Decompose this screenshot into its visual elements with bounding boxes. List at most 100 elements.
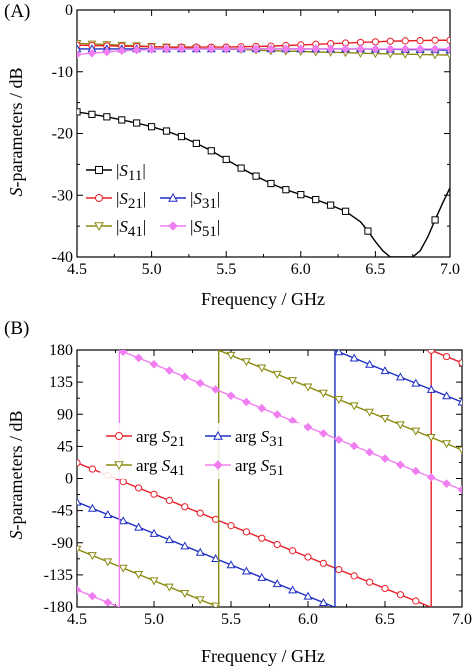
panel-b-point-s41 — [272, 370, 282, 379]
panel-b-y-tick-label: -135 — [44, 567, 73, 584]
panel-a-y-tick-label: -20 — [52, 126, 73, 143]
panel-a-point-s11 — [177, 132, 186, 141]
panel-b-point-s21 — [396, 591, 404, 599]
panel-b-point-s31 — [87, 503, 97, 512]
panel-b-point-s21 — [77, 459, 81, 467]
panel-a-point-s51 — [132, 45, 141, 55]
panel-a-point-s41 — [445, 51, 450, 60]
panel-b-point-s31 — [103, 509, 113, 519]
panel-b-legend-item-s21: arg S21 — [106, 427, 185, 450]
panel-a-point-s21 — [446, 36, 450, 44]
panel-b-point-s21 — [227, 522, 235, 530]
panel-a-point-s11 — [341, 207, 350, 215]
panel-b-point-s21 — [289, 547, 297, 555]
panel-b-point-s31 — [226, 560, 236, 569]
panel-b-point-s31 — [272, 579, 282, 588]
panel-a-point-s11 — [103, 113, 111, 121]
panel-a-point-s11 — [431, 216, 439, 224]
panel-b-legend-label: arg S21 — [136, 427, 185, 450]
panel-b-point-s51 — [442, 479, 451, 488]
panel-b-legend-item-s41: arg S41 — [106, 456, 185, 479]
panel-a-plot-area: 4.5 5.0 5.5 6.0 6.5 7.0 -40 -30 -20 -10 0 |S11| |S21… — [52, 2, 460, 278]
panel-b-point-s31 — [395, 372, 405, 381]
panel-b-point-s41 — [395, 421, 405, 430]
panel-b-legend-item-s31: arg S31 — [205, 427, 284, 450]
panel-a-legend: |S11| |S21| |S31| |S41| |S51| — [86, 161, 220, 240]
panel-b-point-s41 — [349, 402, 359, 411]
panel-b-point-s31 — [241, 566, 251, 575]
panel-b-point-s51 — [149, 359, 159, 369]
panel-a-point-s51 — [415, 44, 425, 54]
panel-a-point-s51 — [430, 44, 440, 54]
panel-b-y-axis-label-text: -parameters / dB — [6, 411, 26, 531]
panel-a-point-s51 — [192, 44, 201, 54]
panel-b-point-s51 — [257, 403, 267, 413]
panel-b-legend-label: arg S51 — [235, 456, 284, 479]
panel-a-point-s21 — [431, 36, 439, 44]
panel-a-point-s51 — [341, 44, 350, 54]
panel-a-point-s11 — [118, 116, 126, 124]
panel-b-point-s31 — [349, 353, 359, 362]
panel-a-point-s11 — [252, 172, 260, 180]
panel-b-point-s41 — [442, 440, 452, 449]
panel-b-point-s41 — [87, 552, 97, 561]
panel-a-series-group — [77, 36, 450, 257]
panel-b-legend-marker — [114, 461, 124, 471]
panel-b-point-s41 — [457, 446, 462, 455]
panel-b-point-s31 — [77, 497, 82, 506]
panel-b-point-s31 — [211, 553, 221, 562]
panel-b-point-s31 — [365, 359, 375, 368]
panel-b-label: (B) — [4, 318, 29, 339]
panel-b-point-s51 — [411, 466, 421, 476]
panel-b-point-s51 — [365, 447, 374, 457]
panel-b-point-s41 — [288, 377, 298, 386]
panel-a-point-s51 — [326, 44, 335, 54]
panel-a-point-s51 — [281, 44, 291, 54]
panel-a-legend-label: |S31| — [190, 189, 220, 212]
panel-b-legend-label: arg S41 — [136, 456, 185, 479]
panel-b-point-s51 — [426, 473, 436, 482]
panel-b-point-s31 — [180, 541, 190, 550]
panel-b-point-s21 — [350, 572, 358, 580]
panel-b-point-s21 — [135, 484, 143, 492]
panel-b-x-tick-label: 5.5 — [221, 611, 241, 628]
panel-b-point-s31 — [118, 516, 128, 525]
panel-a-x-tick-label: 5.0 — [142, 261, 162, 278]
panel-b-point-s21 — [181, 503, 189, 511]
panel-a-point-s51 — [236, 44, 246, 54]
panel-a-point-s11 — [267, 179, 275, 188]
panel-b-point-s51 — [396, 460, 405, 470]
panel-b-point-s41 — [118, 564, 128, 573]
panel-b-point-s21 — [88, 465, 97, 473]
svg-text:S-parameters / dB: S-parameters / dB — [6, 411, 26, 540]
panel-a-point-s51 — [371, 44, 380, 54]
panel-b-point-s21 — [381, 584, 389, 593]
panel-b-point-s41 — [257, 364, 267, 373]
panel-b-point-s21 — [412, 597, 420, 605]
panel-a-point-s11 — [364, 227, 372, 235]
panel-a-point-s51 — [386, 44, 395, 54]
panel-b-point-s41 — [195, 596, 205, 605]
panel-a-label: (A) — [4, 1, 30, 22]
panel-a-legend-label: |S11| — [116, 161, 146, 184]
panel-a-x-tick-label: 6.5 — [365, 261, 385, 278]
panel-b-series-group — [77, 350, 462, 607]
panel-a-point-s51 — [221, 44, 231, 54]
panel-b-point-s41 — [164, 583, 174, 592]
panel-b-point-s51 — [303, 422, 313, 432]
panel-b-point-s51 — [77, 585, 82, 595]
panel-a-y-tick-label: -10 — [52, 64, 73, 81]
panel-a-point-s51 — [147, 45, 156, 54]
panel-b: (B) S-parameters / dB Frequency / GHz 4.… — [4, 318, 472, 666]
panel-a-legend-item-s51: |S51| — [160, 217, 220, 240]
panel-b-point-s21 — [458, 359, 462, 367]
panel-a-point-s11 — [297, 191, 305, 199]
panel-a-point-s51 — [356, 44, 365, 54]
panel-b-point-s21 — [304, 553, 312, 561]
panel-a-point-s11 — [133, 119, 141, 127]
panel-b-point-s31 — [442, 391, 452, 400]
panel-b-point-s21 — [150, 490, 158, 498]
panel-b-y-axis-label-symbol: S — [6, 530, 26, 539]
panel-b-plot-area: 4.5 5.0 5.5 6.0 6.5 7.0 -180 -135 -90 -45 0 45 90 135… — [44, 342, 472, 628]
